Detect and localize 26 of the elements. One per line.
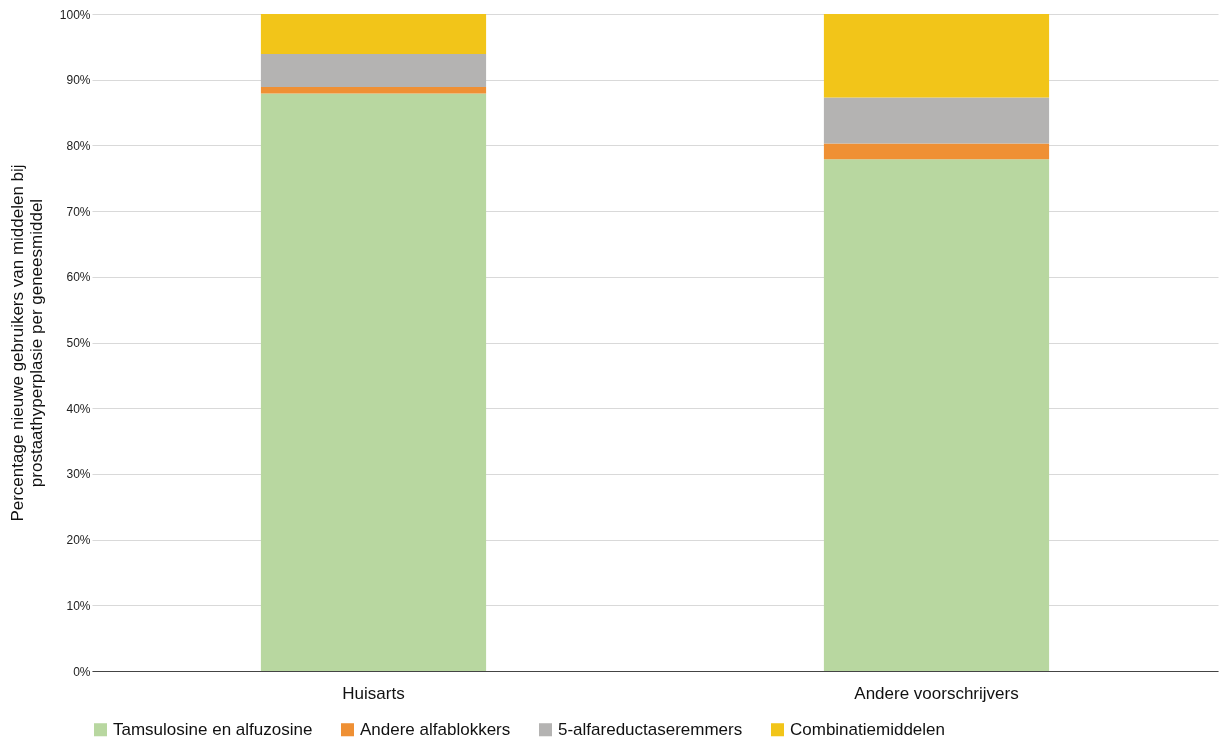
- bar: [823, 14, 1050, 98]
- bar: [260, 54, 487, 87]
- y-tick-label: 0%: [73, 664, 91, 679]
- bar: [823, 97, 1050, 144]
- bar: [823, 159, 1050, 671]
- y-tick-label: 10%: [66, 598, 91, 613]
- bar: [260, 93, 487, 671]
- legend-label: Andere alfablokkers: [360, 719, 511, 739]
- x-tick-label: Huisarts: [342, 683, 405, 703]
- y-tick-label: 50%: [66, 336, 91, 350]
- legend-label: Tamsulosine en alfuzosine: [113, 719, 313, 739]
- y-tick-label: 60%: [66, 270, 91, 285]
- y-tick-label: 40%: [66, 401, 91, 416]
- y-tick-label: 80%: [66, 138, 91, 153]
- y-tick-label: 20%: [66, 533, 91, 548]
- y-tick-label: 90%: [66, 73, 91, 88]
- bar: [823, 143, 1050, 160]
- y-tick-label: 100%: [59, 7, 91, 22]
- legend-label: Combinatiemiddelen: [790, 719, 945, 739]
- x-tick-label: Andere voorschrijvers: [854, 683, 1019, 703]
- legend-label: 5-alfareductaseremmers: [558, 719, 743, 739]
- bar: [260, 86, 487, 94]
- bar: [260, 14, 487, 55]
- y-tick-label: 30%: [66, 467, 91, 482]
- y-axis-title: Percentage nieuwe gebruikers van middelen bij prostaathyperplasie per geneesmiddel: [7, 164, 46, 522]
- y-tick-label: 70%: [66, 204, 91, 219]
